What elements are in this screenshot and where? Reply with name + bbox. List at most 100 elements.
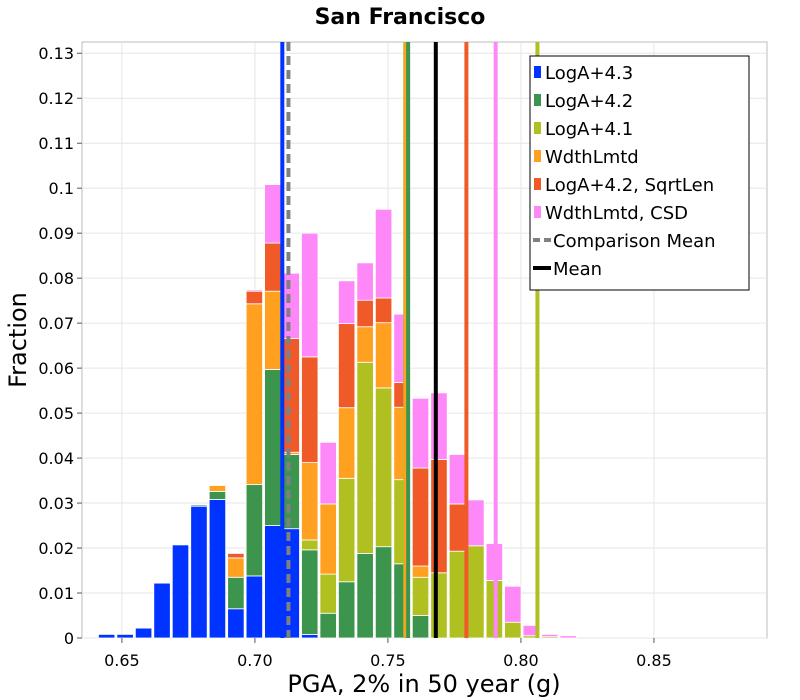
legend-swatch: [534, 178, 541, 190]
bar-segment: [411, 576, 430, 616]
bar-segment: [504, 585, 522, 623]
legend-label: LogA+4.2, SqrtLen: [545, 175, 714, 196]
x-tick-label: 0.85: [636, 651, 672, 670]
bar-segment: [541, 634, 559, 638]
bar-segment: [319, 612, 337, 639]
bar-segment: [356, 262, 374, 301]
bar-segment: [319, 503, 337, 575]
bar-segment: [411, 397, 430, 469]
y-tick-label: 0.03: [38, 494, 74, 513]
bar-segment: [319, 441, 337, 505]
bar-segment: [319, 573, 337, 614]
legend-label: LogA+4.2: [545, 91, 633, 112]
bar-segment: [245, 484, 263, 577]
bar-segment: [430, 572, 448, 639]
bar-segment: [301, 462, 319, 541]
bar-segment: [116, 634, 134, 639]
bar-segment: [208, 485, 227, 492]
bar-segment: [411, 467, 430, 567]
x-tick-label: 0.80: [503, 651, 539, 670]
x-tick-label: 0.70: [237, 651, 273, 670]
bar-segment: [356, 553, 374, 639]
bar-segment: [559, 635, 577, 639]
bar-segment: [411, 565, 430, 578]
bar-segment: [301, 356, 319, 463]
bar-segment: [430, 392, 448, 460]
bar-segment: [282, 454, 300, 530]
y-tick-label: 0.04: [38, 449, 74, 468]
bar-segment: [448, 503, 467, 552]
bar-segment: [227, 553, 245, 559]
bar-segment: [190, 505, 208, 639]
bar-segment: [264, 242, 282, 292]
bar-segment: [190, 504, 208, 507]
y-tick-label: 0.02: [38, 539, 74, 558]
bar-segment: [282, 528, 300, 639]
y-axis-label: Fraction: [4, 292, 32, 388]
bar-segment: [338, 581, 356, 639]
legend-box: [529, 55, 750, 291]
y-tick-label: 0.13: [38, 44, 74, 63]
bar-segment: [301, 539, 319, 551]
bar-segment: [356, 299, 374, 328]
bar-segment: [430, 459, 448, 574]
bar-segment: [374, 322, 393, 389]
bar-segment: [264, 525, 282, 639]
x-axis-ticks: 0.65 0.70 0.75 0.80 0.85: [104, 638, 672, 670]
mean-lines-group: [280, 42, 540, 638]
bar-segment: [504, 621, 522, 639]
bar-segment: [522, 625, 540, 637]
y-tick-label: 0.01: [38, 584, 74, 603]
bar-segment: [245, 303, 263, 486]
bar-segment: [301, 549, 319, 635]
bar-segment: [227, 557, 245, 578]
bar-segment: [227, 608, 245, 639]
bar-segment: [282, 272, 300, 339]
chart-title: San Francisco: [315, 5, 486, 30]
y-tick-label: 0.06: [38, 359, 74, 378]
bar-segment: [374, 297, 393, 324]
y-axis-ticks: 0 0.01 0.02 0.03 0.04 0.05 0.06 0.07 0.08 0.09 0.1…: [38, 44, 82, 648]
bar-segment: [374, 546, 393, 639]
bar-segment: [374, 208, 393, 299]
bar-segment: [264, 369, 282, 526]
bar-segment: [338, 280, 356, 324]
bar-segment: [245, 290, 263, 305]
bar-segment: [264, 290, 282, 370]
bar-segment: [356, 361, 374, 554]
legend-swatch: [534, 66, 541, 78]
y-tick-label: 0: [64, 629, 74, 648]
y-tick-label: 0.08: [38, 269, 74, 288]
bar-segment: [338, 323, 356, 409]
legend-label: WdthLmtd: [545, 147, 639, 168]
x-axis-label: PGA, 2% in 50 year (g): [287, 670, 560, 698]
bar-segment: [171, 544, 190, 639]
legend-label: Comparison Mean: [553, 231, 716, 252]
legend-swatch: [534, 206, 541, 218]
x-tick-label: 0.65: [104, 651, 140, 670]
legend-swatch: [534, 94, 541, 106]
bar-segment: [411, 615, 430, 639]
bar-segment: [245, 289, 263, 292]
bar-segment: [208, 499, 227, 639]
bar-segment: [245, 575, 263, 639]
bar-segment: [134, 627, 153, 639]
bar-segment: [356, 326, 374, 363]
legend: LogA+4.3 LogA+4.2 LogA+4.1 WdthLmtd LogA+4.2…: [529, 55, 750, 291]
bar-segment: [98, 634, 116, 639]
y-tick-label: 0.1: [49, 179, 74, 198]
bar-segment: [153, 582, 171, 639]
bar-segment: [448, 550, 467, 639]
legend-swatch: [534, 122, 541, 134]
bar-segment: [301, 232, 319, 358]
legend-label: LogA+4.1: [545, 119, 633, 140]
x-tick-label: 0.75: [370, 651, 406, 670]
grid-lines: [82, 42, 767, 639]
bar-segment: [338, 407, 356, 479]
y-tick-label: 0.07: [38, 314, 74, 333]
bar-segment: [374, 387, 393, 548]
y-tick-label: 0.09: [38, 224, 74, 243]
bar-segment: [448, 454, 467, 505]
bar-segment: [264, 184, 282, 244]
